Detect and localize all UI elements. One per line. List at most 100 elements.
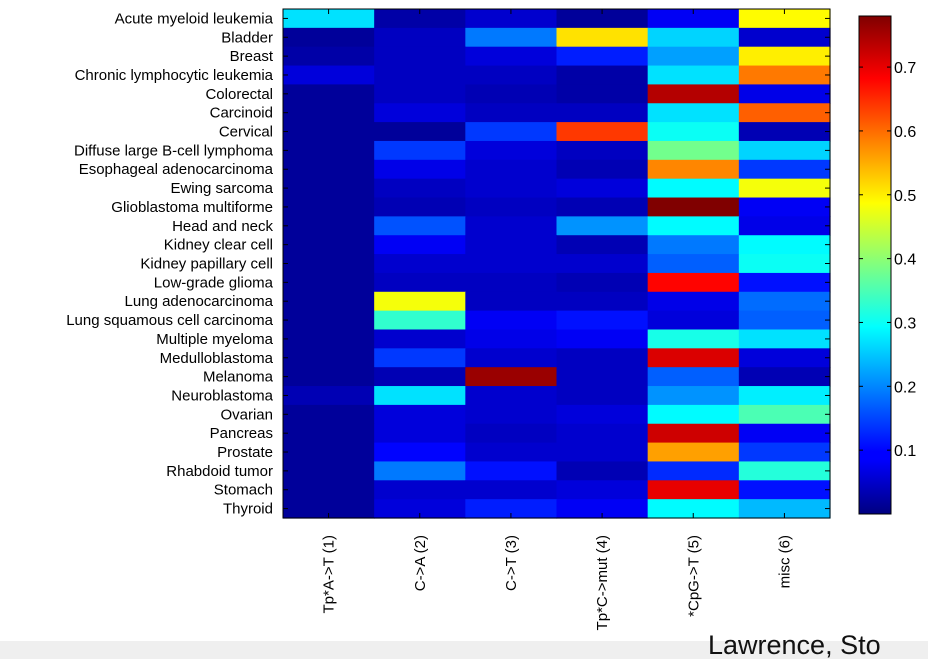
footer-band bbox=[0, 641, 928, 659]
heatmap-cell bbox=[283, 272, 375, 293]
heatmap-cell bbox=[374, 140, 466, 161]
heatmap-cell bbox=[738, 235, 831, 255]
heatmap-cell bbox=[374, 65, 466, 86]
heatmap-cell bbox=[465, 140, 558, 161]
column-label: Tp*C->mut (4) bbox=[594, 535, 611, 630]
heatmap-cell bbox=[374, 272, 466, 293]
heatmap-cell bbox=[374, 159, 466, 180]
heatmap-cell bbox=[283, 122, 375, 142]
heatmap-cell bbox=[738, 254, 831, 274]
heatmap-cell bbox=[374, 442, 466, 463]
colorbar-tick-label: 0.3 bbox=[894, 315, 916, 332]
heatmap-cell bbox=[738, 423, 831, 444]
heatmap-cell bbox=[374, 122, 466, 142]
heatmap-cell bbox=[283, 140, 375, 161]
heatmap-cell bbox=[283, 84, 375, 104]
row-label: Pancreas bbox=[210, 425, 273, 442]
column-label: C->T (3) bbox=[503, 535, 520, 591]
heatmap-cell bbox=[374, 46, 466, 67]
heatmap-cell bbox=[374, 367, 466, 387]
column-labels: Tp*A->T (1) C->A (2) C->T (3) Tp*C->mut (4)… bbox=[321, 535, 794, 630]
heatmap-cell bbox=[647, 84, 740, 104]
column-label: Tp*A->T (1) bbox=[321, 535, 338, 614]
heatmap-cell bbox=[374, 386, 466, 406]
heatmap-cell bbox=[738, 46, 831, 67]
heatmap-cell bbox=[647, 442, 740, 463]
heatmap-cell bbox=[374, 197, 466, 217]
row-label: Glioblastoma multiforme bbox=[111, 199, 273, 216]
heatmap-cell bbox=[738, 216, 831, 236]
heatmap-cell bbox=[465, 159, 558, 180]
heatmap-cell bbox=[738, 348, 831, 368]
row-label: Ewing sarcoma bbox=[170, 180, 273, 197]
footer-credit: Lawrence, Sto bbox=[708, 630, 881, 659]
heatmap-cell bbox=[465, 480, 558, 500]
heatmap-cell bbox=[374, 480, 466, 500]
heatmap-cell bbox=[374, 404, 466, 425]
heatmap-cell bbox=[556, 310, 649, 331]
heatmap-cell bbox=[283, 235, 375, 255]
heatmap-cell bbox=[283, 329, 375, 349]
heatmap-cell bbox=[465, 216, 558, 236]
row-label: Ovarian bbox=[220, 406, 273, 423]
heatmap-cell bbox=[283, 254, 375, 274]
heatmap-cell bbox=[374, 84, 466, 104]
heatmap-cell bbox=[556, 235, 649, 255]
heatmap-cell bbox=[738, 272, 831, 293]
row-labels: Acute myeloid leukemia Bladder Breast Chron… bbox=[66, 10, 274, 517]
heatmap-cell bbox=[738, 197, 831, 217]
heatmap-cell bbox=[465, 423, 558, 444]
heatmap-cell bbox=[465, 178, 558, 199]
row-label: Kidney papillary cell bbox=[140, 256, 273, 273]
row-label: Chronic lymphocytic leukemia bbox=[75, 67, 274, 84]
colorbar-tick-label: 0.2 bbox=[894, 379, 916, 396]
heatmap-cell bbox=[556, 159, 649, 180]
heatmap-cell bbox=[374, 310, 466, 331]
heatmap-cell bbox=[465, 348, 558, 368]
heatmap-cell bbox=[738, 291, 831, 312]
row-label: Diffuse large B-cell lymphoma bbox=[74, 142, 274, 159]
row-label: Cervical bbox=[219, 124, 273, 141]
heatmap-cell bbox=[465, 367, 558, 387]
heatmap-cell bbox=[647, 216, 740, 236]
heatmap-cell bbox=[283, 291, 375, 312]
heatmap-cell bbox=[374, 27, 466, 48]
heatmap-cell bbox=[283, 197, 375, 217]
heatmap-cells bbox=[282, 8, 831, 519]
heatmap-cell bbox=[647, 386, 740, 406]
heatmap-cell bbox=[738, 122, 831, 142]
axis-ticks bbox=[283, 9, 830, 518]
column-label: *CpG->T (5) bbox=[685, 535, 702, 617]
heatmap-cell bbox=[283, 159, 375, 180]
heatmap-cell bbox=[374, 254, 466, 274]
heatmap-cell bbox=[556, 404, 649, 425]
row-label: Colorectal bbox=[205, 86, 273, 103]
heatmap-cell bbox=[465, 329, 558, 349]
heatmap-cell bbox=[374, 423, 466, 444]
heatmap-cell bbox=[647, 178, 740, 199]
heatmap-cell bbox=[374, 348, 466, 368]
heatmap-cell bbox=[647, 291, 740, 312]
row-label: Breast bbox=[230, 48, 274, 65]
heatmap-cell bbox=[465, 386, 558, 406]
heatmap-cell bbox=[738, 27, 831, 48]
heatmap-cell bbox=[647, 140, 740, 161]
heatmap-cell bbox=[283, 367, 375, 387]
row-label: Rhabdoid tumor bbox=[166, 463, 273, 480]
row-label: Multiple myeloma bbox=[156, 331, 273, 348]
heatmap-cell bbox=[738, 461, 831, 481]
heatmap-cell bbox=[465, 499, 558, 519]
heatmap-cell bbox=[738, 329, 831, 349]
heatmap-cell bbox=[738, 140, 831, 161]
heatmap-cell bbox=[738, 159, 831, 180]
heatmap-cell bbox=[465, 291, 558, 312]
heatmap-cell bbox=[556, 178, 649, 199]
heatmap-cell bbox=[283, 27, 375, 48]
heatmap-cell bbox=[647, 27, 740, 48]
heatmap-cell bbox=[556, 140, 649, 161]
heatmap-cell bbox=[374, 178, 466, 199]
column-label: misc (6) bbox=[776, 535, 793, 588]
heatmap-cell bbox=[738, 9, 831, 29]
row-label: Lung squamous cell carcinoma bbox=[66, 312, 273, 329]
